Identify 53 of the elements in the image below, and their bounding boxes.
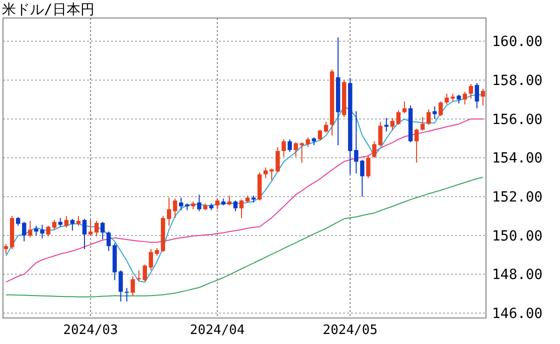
y-tick-label: 156.00 xyxy=(492,112,543,128)
candlestick xyxy=(64,216,69,228)
candlestick xyxy=(28,220,32,238)
candlestick xyxy=(390,118,395,132)
candlestick xyxy=(324,121,328,134)
candlestick xyxy=(474,82,480,109)
candlestick xyxy=(438,100,443,117)
candlestick xyxy=(432,106,437,120)
candlestick xyxy=(462,91,467,105)
candlestick xyxy=(233,200,238,212)
y-tick-label: 154.00 xyxy=(492,150,543,167)
y-tick-label: 150.00 xyxy=(492,228,543,244)
candlestick xyxy=(76,216,81,226)
chart-title: 米ドル/日本円 xyxy=(2,2,94,18)
candlestick xyxy=(288,138,292,152)
y-tick-label: 160.00 xyxy=(492,34,543,50)
x-tick-label: 2024/05 xyxy=(322,323,378,338)
candlestick xyxy=(142,264,147,282)
candlestick xyxy=(426,108,431,126)
y-tick-label: 158.00 xyxy=(492,73,543,90)
candlestick xyxy=(227,195,232,206)
candlestick xyxy=(82,218,87,250)
y-tick-label: 152.00 xyxy=(492,190,543,206)
candlestick xyxy=(100,221,105,240)
candlestick xyxy=(70,218,75,232)
x-tick-label: 2024/04 xyxy=(190,323,245,338)
line-series xyxy=(6,176,484,298)
candlestick xyxy=(282,138,286,158)
candlestick xyxy=(396,110,401,126)
candlestick xyxy=(130,276,135,296)
candlestick xyxy=(239,199,244,218)
candlestick xyxy=(480,88,486,106)
candlestick xyxy=(178,197,184,211)
candlestick xyxy=(366,155,370,179)
candlestick xyxy=(420,116,425,132)
candlestick xyxy=(318,129,322,141)
x-tick-label: 2024/03 xyxy=(63,323,118,338)
candlestick xyxy=(166,197,172,226)
candlestick xyxy=(124,287,129,302)
candlestick xyxy=(148,248,154,271)
candlestick xyxy=(468,84,474,100)
candlestick xyxy=(88,219,93,236)
candlestick xyxy=(215,198,220,210)
y-tick-label: 148.00 xyxy=(492,267,543,284)
candlestick xyxy=(4,244,8,254)
candlestick xyxy=(197,194,202,212)
y-tick-label: 146.00 xyxy=(492,306,543,322)
candlestick xyxy=(94,220,99,237)
candlestick xyxy=(264,167,268,179)
candlestick xyxy=(136,270,141,282)
candlestick xyxy=(172,198,178,218)
candlestick xyxy=(22,221,26,242)
candlestick xyxy=(414,128,419,164)
